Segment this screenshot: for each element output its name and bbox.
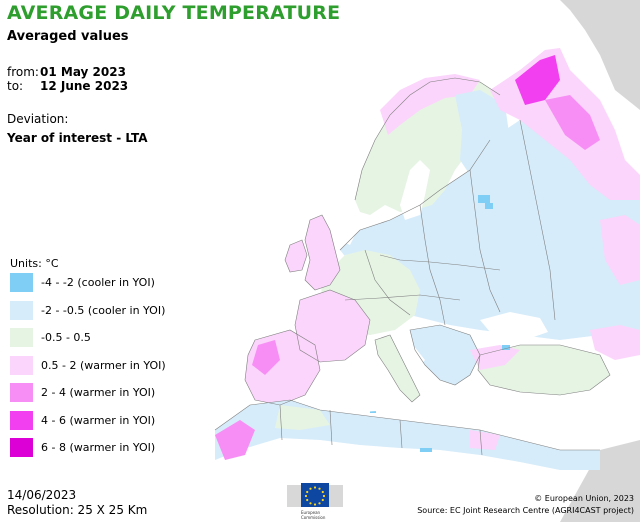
legend-swatch bbox=[10, 410, 33, 430]
deviation-label: Deviation: bbox=[7, 112, 69, 126]
to-date: 12 June 2023 bbox=[40, 79, 129, 93]
resolution: Resolution: 25 X 25 Km bbox=[7, 503, 148, 517]
mediterranean-west bbox=[300, 380, 395, 412]
iberia-warm bbox=[252, 340, 280, 375]
non-eu-land-north bbox=[560, 0, 640, 110]
legend-item-label: 4 - 6 (warmer in YOI) bbox=[41, 413, 156, 427]
logo-line1: European bbox=[301, 510, 321, 515]
legend-item-label: -4 - -2 (cooler in YOI) bbox=[41, 276, 155, 289]
legend-item-label: -2 - -0.5 (cooler in YOI) bbox=[41, 303, 166, 317]
north-sea bbox=[330, 200, 360, 245]
cool-cell bbox=[420, 448, 432, 452]
from-label: from: bbox=[7, 65, 39, 79]
legend-swatch bbox=[10, 328, 33, 347]
caucasus-pink bbox=[590, 325, 640, 360]
map-title: AVERAGE DAILY TEMPERATURE bbox=[7, 2, 341, 24]
legend-units: Units: °C bbox=[10, 257, 59, 270]
legend-item-label: 6 - 8 (warmer in YOI) bbox=[41, 441, 156, 454]
logo-line2: Commission bbox=[301, 515, 326, 520]
legend-swatch bbox=[10, 355, 33, 375]
balkans bbox=[410, 325, 480, 385]
map-subtitle: Averaged values bbox=[7, 29, 129, 44]
issue-date: 14/06/2023 bbox=[7, 488, 77, 502]
legend-swatch bbox=[10, 438, 33, 457]
legend-item-label: -0.5 - 0.5 bbox=[41, 331, 91, 344]
legend-item-label: 2 - 4 (warmer in YOI) bbox=[41, 386, 156, 399]
turkey-pink bbox=[470, 345, 520, 370]
cool-cell bbox=[502, 345, 510, 350]
north-africa-east-pink bbox=[470, 430, 500, 450]
adriatic-sea bbox=[395, 335, 425, 368]
legend-swatch bbox=[10, 383, 33, 402]
european-commission-logo: European Commission bbox=[287, 483, 343, 520]
mediterranean-east bbox=[415, 392, 520, 418]
ireland bbox=[285, 240, 307, 272]
non-eu-land-south-east bbox=[560, 440, 640, 522]
legend-swatch bbox=[10, 300, 33, 320]
north-africa bbox=[215, 400, 600, 470]
russia-north-mid bbox=[545, 95, 600, 150]
legend-swatch bbox=[10, 273, 33, 292]
north-africa-green bbox=[275, 405, 330, 430]
black-sea bbox=[480, 312, 548, 340]
scandinavia-pink bbox=[380, 74, 480, 135]
legend-item-label: 0.5 - 2 (warmer in YOI) bbox=[41, 358, 166, 372]
italy bbox=[375, 335, 420, 402]
period-range: from:01 May 2023 to: 12 June 2023 bbox=[7, 65, 128, 93]
country-borders bbox=[214, 77, 611, 456]
to-label: to: bbox=[7, 79, 24, 93]
copyright: © European Union, 2023 bbox=[534, 494, 634, 503]
russia-north-hot bbox=[515, 55, 560, 105]
morocco-warm bbox=[215, 420, 255, 460]
great-britain bbox=[305, 215, 340, 290]
source: Source: EC Joint Research Centre (AGRI4C… bbox=[417, 506, 634, 515]
from-date: 01 May 2023 bbox=[40, 65, 126, 79]
cool-cell bbox=[485, 203, 493, 209]
deviation-value: Year of interest - LTA bbox=[7, 131, 148, 145]
baltic-sea bbox=[400, 160, 430, 220]
east-pink bbox=[600, 215, 640, 285]
finland bbox=[455, 90, 510, 175]
cool-cell bbox=[478, 195, 490, 203]
